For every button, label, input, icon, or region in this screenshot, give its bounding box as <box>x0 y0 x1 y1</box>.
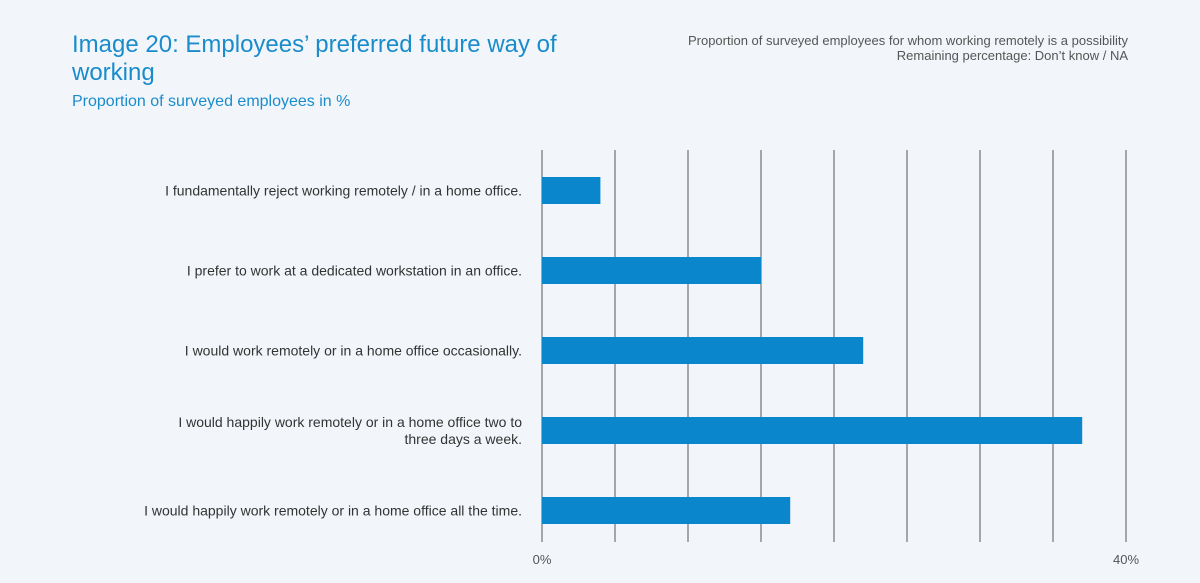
bar <box>542 497 791 524</box>
note-line-1: Proportion of surveyed employees for who… <box>687 33 1128 48</box>
category-label: I would happily work remotely or in a ho… <box>178 414 522 447</box>
category-label: I fundamentally reject working remotely … <box>165 183 522 199</box>
category-label: I prefer to work at a dedicated workstat… <box>187 263 522 279</box>
bar <box>542 417 1083 444</box>
category-label: I would work remotely or in a home offic… <box>185 343 522 359</box>
chart-note: Proportion of surveyed employees for who… <box>688 33 1128 63</box>
axis-tick-labels: 0% 40% <box>533 552 1140 567</box>
bar <box>542 337 864 364</box>
bars <box>542 177 1083 524</box>
chart-title: Image 20: Employees’ preferred future wa… <box>72 31 557 86</box>
chart-subtitle: Proportion of surveyed employees in % <box>72 93 351 110</box>
category-labels: I fundamentally reject working remotely … <box>144 183 522 519</box>
bar <box>542 257 761 284</box>
bar <box>542 177 601 204</box>
tick-label: 40% <box>1113 552 1139 567</box>
category-label: I would happily work remotely or in a ho… <box>144 503 522 519</box>
note-line-2: Remaining percentage: Don’t know / NA <box>896 48 1128 63</box>
tick-label: 0% <box>533 552 552 567</box>
